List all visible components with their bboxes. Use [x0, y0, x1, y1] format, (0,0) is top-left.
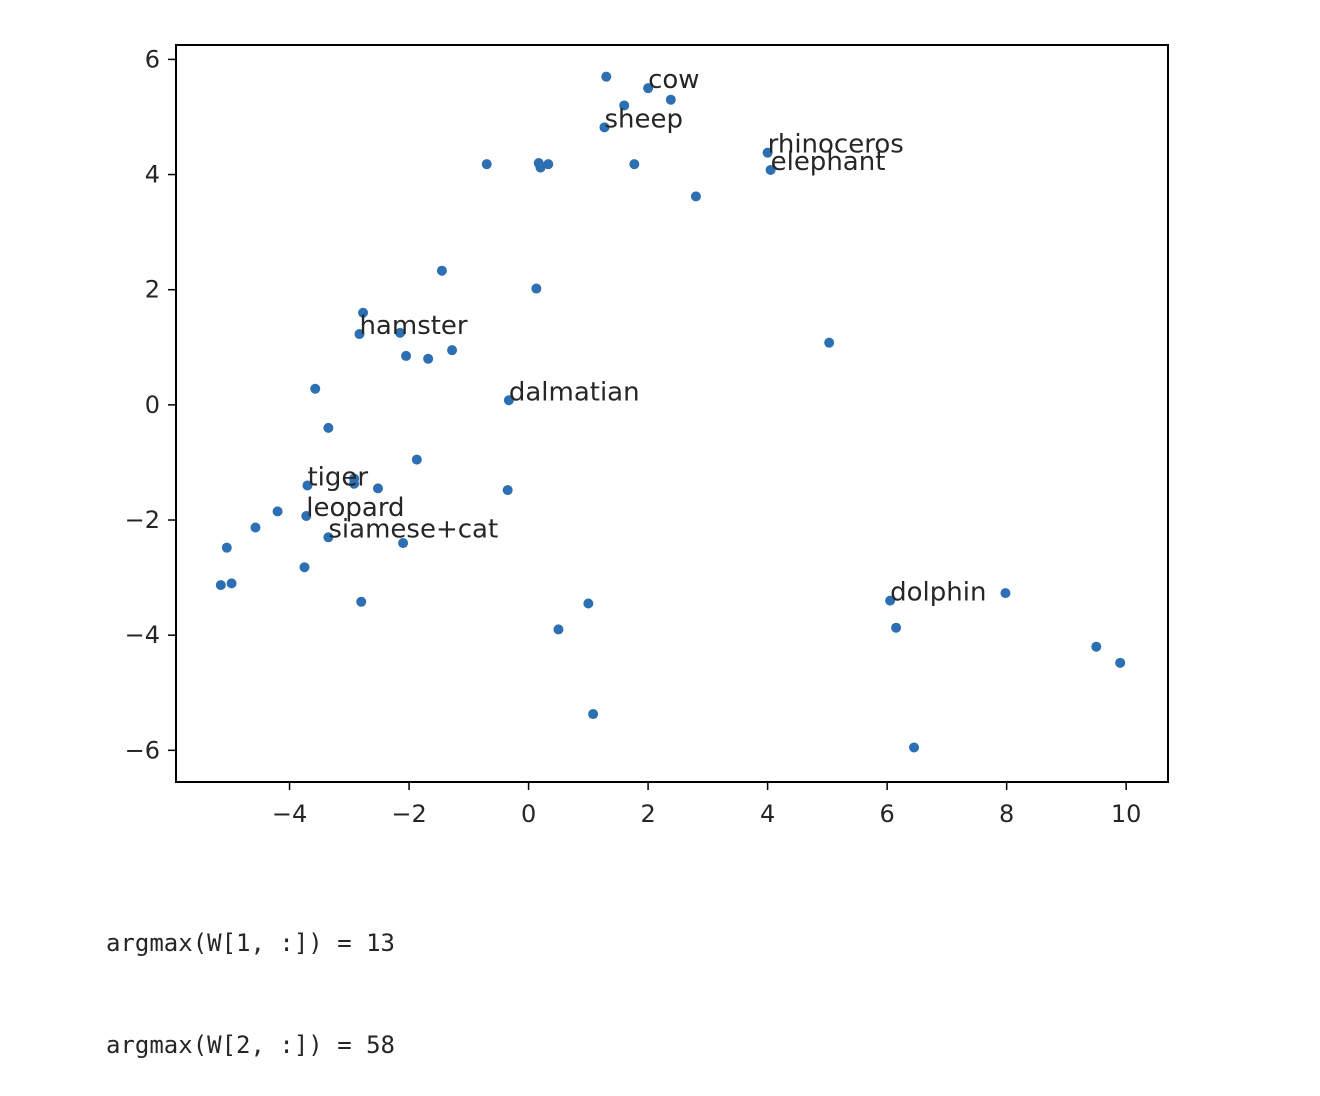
data-point: [411, 454, 422, 465]
data-point: [226, 578, 237, 589]
data-point: [599, 122, 610, 133]
point-label: dolphin: [890, 578, 986, 608]
point-label: leopard: [306, 493, 404, 523]
data-point: [583, 598, 594, 609]
data-point: [323, 532, 334, 543]
data-point: [423, 353, 434, 364]
data-point: [690, 191, 701, 202]
data-point: [250, 522, 261, 533]
data-point: [215, 580, 226, 591]
point-label: siamese+cat: [328, 514, 498, 544]
x-tick-label: −2: [391, 800, 426, 828]
data-point: [436, 265, 447, 276]
data-point: [588, 709, 599, 720]
data-point: [909, 742, 920, 753]
data-point: [503, 395, 514, 406]
data-point: [643, 83, 654, 94]
data-point: [356, 596, 367, 607]
data-point: [323, 422, 334, 433]
data-point: [1091, 641, 1102, 652]
data-point: [762, 147, 773, 158]
point-label: sheep: [604, 104, 683, 134]
data-point: [299, 562, 310, 573]
data-point: [553, 624, 564, 635]
axis-ticks: −4 −2 0 2 4 6 8 10 −6 −4 −2 0 2 4 6: [125, 45, 1142, 828]
output-line: argmax(W[2, :]) = 58: [106, 1031, 395, 1059]
data-point: [310, 383, 321, 394]
data-point: [447, 345, 458, 356]
x-tick-label: 6: [879, 800, 894, 828]
data-point: [619, 100, 630, 111]
y-tick-label: 0: [145, 391, 160, 419]
data-point: [1000, 588, 1011, 599]
y-tick-label: −4: [125, 621, 160, 649]
data-point: [395, 327, 406, 338]
data-point: [629, 159, 640, 170]
data-point: [301, 510, 312, 521]
x-tick-label: 0: [521, 800, 536, 828]
data-point: [221, 542, 232, 553]
y-tick-label: −2: [125, 506, 160, 534]
y-tick-label: 4: [145, 161, 160, 189]
x-tick-label: 8: [999, 800, 1014, 828]
data-point: [531, 283, 542, 294]
data-point: [358, 307, 369, 318]
data-point: [349, 478, 360, 489]
data-point: [354, 329, 365, 340]
y-tick-label: 2: [145, 276, 160, 304]
data-point: [665, 94, 676, 105]
scatter-plot: −4 −2 0 2 4 6 8 10 −6 −4 −2 0 2 4 6 cow sheep rhinoceros…: [125, 44, 1169, 828]
data-point: [543, 159, 554, 170]
point-label: hamster: [359, 311, 467, 341]
point-label: dalmatian: [509, 377, 640, 407]
y-tick-label: −6: [125, 736, 160, 764]
x-tick-label: 4: [760, 800, 775, 828]
data-point: [401, 350, 412, 361]
data-point: [601, 71, 612, 82]
data-point: [1115, 657, 1126, 668]
data-point: [885, 595, 896, 606]
output-line: argmax(W[1, :]) = 13: [106, 929, 395, 957]
point-label: elephant: [771, 147, 886, 177]
x-tick-label: 2: [640, 800, 655, 828]
data-points: [215, 71, 1126, 753]
y-tick-label: 6: [145, 45, 160, 73]
point-label: rhinoceros: [768, 130, 904, 160]
data-point: [272, 506, 283, 517]
data-point: [481, 159, 492, 170]
point-label: tiger: [307, 462, 368, 492]
code-output: argmax(W[1, :]) = 13 argmax(W[2, :]) = 5…: [106, 858, 395, 1096]
data-point: [891, 622, 902, 633]
data-point: [398, 538, 409, 549]
data-point: [302, 480, 313, 491]
data-point: [824, 337, 835, 348]
point-label: cow: [648, 65, 699, 95]
data-point: [535, 162, 546, 173]
plot-frame: [175, 44, 1169, 783]
data-point: [765, 164, 776, 175]
x-tick-label: −4: [272, 800, 307, 828]
data-point: [502, 485, 513, 496]
data-point: [372, 483, 383, 494]
x-tick-label: 10: [1111, 800, 1142, 828]
